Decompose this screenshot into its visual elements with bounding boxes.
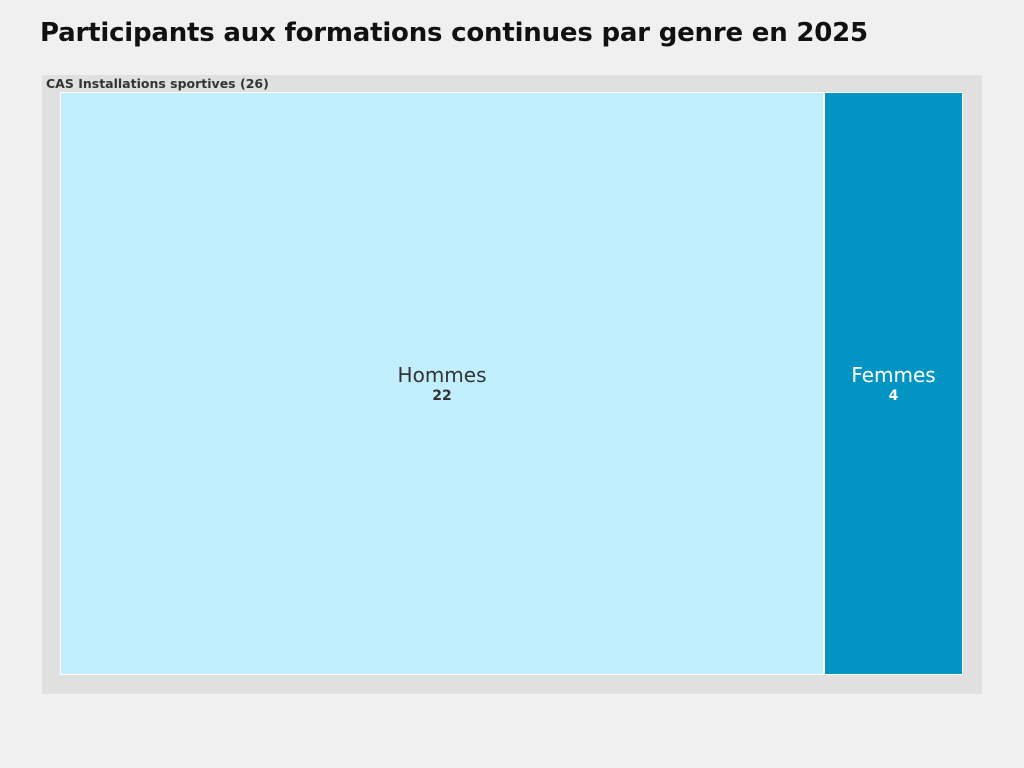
group-label-total: 26: [236, 76, 269, 91]
tile-label: Femmes: [851, 362, 936, 387]
treemap-area: Hommes 22 Femmes 4: [60, 92, 963, 675]
treemap-tile-femmes[interactable]: Femmes 4: [824, 92, 963, 675]
tile-label: Hommes: [397, 362, 487, 387]
tile-value: 22: [432, 387, 452, 404]
group-label: CAS Installations sportives26: [46, 76, 269, 91]
treemap-tile-hommes[interactable]: Hommes 22: [60, 92, 825, 675]
chart-title: Participants aux formations continues pa…: [40, 18, 868, 48]
group-label-name: CAS Installations sportives: [46, 76, 236, 91]
treemap-group: CAS Installations sportives26 Hommes22Fe…: [42, 75, 982, 694]
tile-value: 4: [888, 387, 899, 404]
